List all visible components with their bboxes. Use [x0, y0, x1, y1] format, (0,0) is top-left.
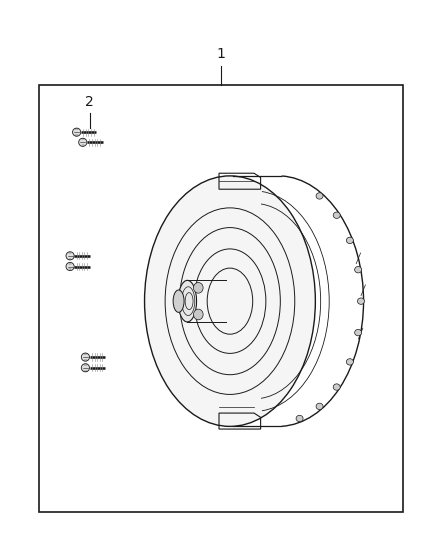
Ellipse shape [73, 128, 81, 136]
Ellipse shape [194, 309, 203, 320]
Text: 2: 2 [85, 95, 94, 109]
Ellipse shape [66, 262, 74, 271]
Ellipse shape [333, 212, 340, 219]
Ellipse shape [296, 415, 303, 422]
Bar [39, 85, 403, 512]
Ellipse shape [178, 280, 197, 322]
Ellipse shape [81, 353, 89, 361]
Ellipse shape [346, 359, 353, 365]
Text: 1: 1 [217, 47, 226, 61]
Ellipse shape [346, 237, 353, 244]
Ellipse shape [81, 364, 89, 372]
Ellipse shape [357, 298, 364, 304]
Ellipse shape [173, 290, 184, 312]
Ellipse shape [355, 329, 362, 336]
Ellipse shape [355, 266, 362, 273]
Ellipse shape [316, 403, 323, 409]
Ellipse shape [194, 282, 203, 293]
Ellipse shape [145, 176, 315, 426]
Ellipse shape [316, 193, 323, 199]
Ellipse shape [333, 384, 340, 390]
Ellipse shape [66, 252, 74, 260]
Ellipse shape [79, 138, 87, 147]
